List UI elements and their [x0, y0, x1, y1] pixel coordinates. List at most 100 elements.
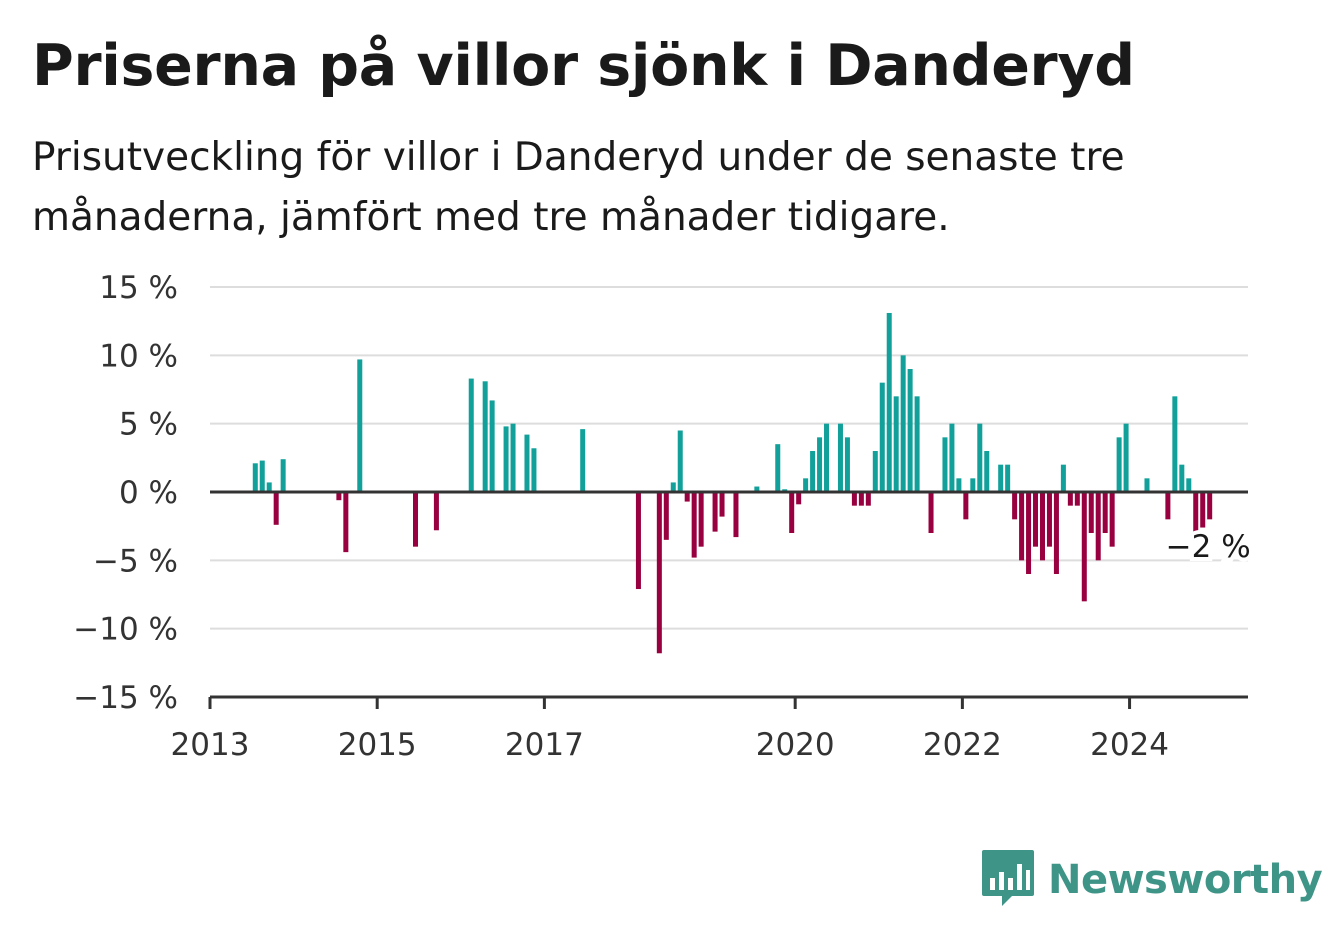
bar — [656, 492, 662, 654]
bar — [489, 400, 495, 492]
last-value-label: −2 % — [1166, 529, 1251, 565]
bar — [1005, 464, 1011, 492]
bar — [1046, 492, 1052, 547]
logo-text: Newsworthy — [1048, 857, 1322, 903]
bar — [663, 492, 669, 540]
bar — [900, 355, 906, 492]
y-tick-label: 0 % — [119, 475, 178, 511]
chart-title: Priserna på villor sjönk i Danderyd — [32, 33, 1135, 99]
bar — [1074, 492, 1080, 506]
bar — [698, 492, 704, 547]
bar — [482, 381, 488, 492]
bar — [879, 382, 885, 492]
bar — [1179, 464, 1185, 492]
bar — [956, 478, 962, 492]
bar — [754, 486, 760, 492]
bar — [733, 492, 739, 538]
bar — [928, 492, 934, 533]
bar — [684, 492, 690, 502]
bar — [865, 492, 871, 506]
bar — [1165, 492, 1171, 520]
bar — [510, 423, 516, 492]
bar — [984, 451, 990, 492]
bar — [280, 459, 286, 492]
bar — [1116, 437, 1122, 492]
bar — [963, 492, 969, 520]
x-axis-ticks: 2013 2015 2017 2020 2022 2024 — [171, 697, 1169, 763]
bar — [998, 464, 1004, 492]
bar — [1067, 492, 1073, 506]
bar — [914, 396, 920, 492]
y-tick-label: −15 % — [73, 680, 178, 716]
x-tick-label: 2022 — [923, 727, 1002, 763]
bar — [1053, 492, 1059, 574]
gridlines — [210, 286, 1248, 630]
bar — [719, 492, 725, 517]
bar — [886, 312, 892, 492]
bar — [1186, 478, 1192, 492]
bar — [503, 426, 509, 492]
bar — [524, 434, 530, 492]
bar — [1039, 492, 1045, 561]
bar — [858, 492, 864, 506]
bar — [872, 451, 878, 492]
chart-subtitle: Prisutveckling för villor i Danderyd und… — [32, 135, 1125, 241]
bar — [1019, 492, 1025, 561]
bars — [252, 312, 1213, 654]
bar — [259, 460, 265, 492]
bar — [789, 492, 795, 533]
x-tick-label: 2017 — [505, 727, 584, 763]
bar — [1081, 492, 1087, 602]
bar — [712, 492, 718, 532]
axes — [210, 490, 1248, 699]
y-tick-label: 15 % — [99, 270, 178, 306]
bar — [691, 492, 697, 558]
bar — [817, 437, 823, 492]
bar — [942, 437, 948, 492]
bar — [1088, 492, 1094, 533]
bar — [837, 423, 843, 492]
bar — [1033, 492, 1039, 547]
x-tick-label: 2024 — [1090, 727, 1169, 763]
bar — [531, 448, 537, 492]
bar — [970, 478, 976, 492]
bar — [273, 492, 279, 525]
bar — [803, 478, 809, 492]
bar — [252, 463, 258, 492]
bar — [357, 359, 363, 492]
bar — [1123, 423, 1129, 492]
y-tick-label: 10 % — [99, 338, 178, 374]
bar — [949, 423, 955, 492]
bar — [1193, 492, 1199, 533]
bar — [1172, 396, 1178, 492]
y-tick-label: −10 % — [73, 612, 178, 648]
bar — [1095, 492, 1101, 561]
bar — [810, 451, 816, 492]
bar — [796, 492, 802, 505]
bar — [468, 378, 474, 492]
bar — [1109, 492, 1115, 547]
y-tick-label: −5 % — [93, 543, 178, 579]
x-tick-label: 2020 — [756, 727, 835, 763]
bar — [851, 492, 857, 506]
bar — [1102, 492, 1108, 533]
annotations: −2 % — [1162, 525, 1255, 569]
bar — [907, 369, 913, 492]
bar — [266, 482, 272, 492]
bar — [977, 423, 983, 492]
bar — [824, 423, 830, 492]
bar — [580, 429, 586, 492]
bar — [1207, 492, 1213, 520]
x-tick-label: 2013 — [171, 727, 250, 763]
y-tick-label: 5 % — [119, 407, 178, 443]
bar — [1026, 492, 1032, 574]
bar — [775, 444, 781, 492]
bar — [413, 492, 419, 547]
newsworthy-logo: Newsworthy — [980, 848, 1322, 912]
bar-chart: 15 %10 %5 %0 %−5 %−10 %−15 % 2013 2015 201… — [73, 270, 1255, 763]
bar — [336, 492, 342, 501]
bar — [343, 492, 349, 553]
bar — [1200, 492, 1206, 528]
bar — [1144, 478, 1150, 492]
bar — [893, 396, 899, 492]
